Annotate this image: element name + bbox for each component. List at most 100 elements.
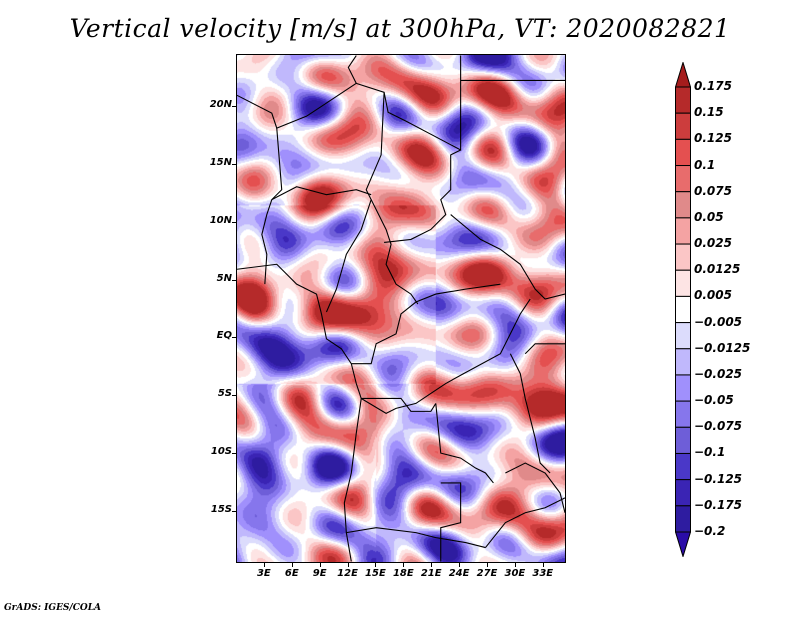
colorbar-box <box>675 138 691 167</box>
x-tick-label: 9E <box>312 568 327 579</box>
colorbar-level-label: 0.1 <box>694 157 716 172</box>
y-tick-label: 15S <box>210 503 232 515</box>
x-tick-mark <box>459 563 461 567</box>
colorbar-level-label: −0.025 <box>694 366 743 381</box>
colorbar-level-label: −0.2 <box>694 524 726 538</box>
x-tick-mark <box>486 563 488 567</box>
colorbar-box <box>675 112 691 140</box>
colorbar-level-label: 0.0125 <box>694 262 741 277</box>
y-tick-label: 5N <box>216 272 232 284</box>
y-tick-label: EQ <box>216 330 232 342</box>
vertical-velocity-field <box>237 55 565 562</box>
x-tick-mark <box>403 563 405 567</box>
border-line <box>325 92 385 313</box>
border-line <box>450 214 565 300</box>
colorbar-level-label: 0.175 <box>694 79 732 93</box>
x-tick-mark <box>291 563 293 567</box>
colorbar-box <box>675 191 691 219</box>
border-line <box>271 186 372 201</box>
border-line <box>351 283 501 365</box>
colorbar-box <box>675 479 691 507</box>
x-tick-mark <box>514 563 516 567</box>
colorbar-box <box>675 86 691 114</box>
colorbar-box <box>675 165 691 193</box>
border-line <box>237 263 357 384</box>
x-tick-label: 27E <box>476 568 498 579</box>
border-line <box>440 482 462 562</box>
colorbar-upper-arrow <box>675 62 691 88</box>
border-line <box>370 199 419 305</box>
border-line <box>524 343 565 355</box>
colorbar-level-label: 0.025 <box>694 236 732 251</box>
colorbar-box <box>675 505 691 533</box>
x-tick-label: 15E <box>365 568 386 579</box>
grads-credit: GrADS: IGES/COLA <box>4 603 102 613</box>
y-tick-mark <box>232 510 236 512</box>
colorbar-level-label: −0.075 <box>694 419 743 434</box>
colorbar-box <box>675 426 691 454</box>
country-borders <box>237 55 565 562</box>
colorbar-level-label: −0.005 <box>694 314 743 329</box>
y-tick-mark <box>232 163 236 165</box>
x-tick-label: 18E <box>392 568 414 579</box>
x-tick-mark <box>263 563 265 567</box>
y-tick-label: 10S <box>210 446 232 458</box>
x-tick-label: 12E <box>337 568 358 579</box>
colorbar-box <box>675 243 691 271</box>
y-tick-label: 10N <box>209 214 232 226</box>
x-tick-label: 6E <box>284 568 299 579</box>
border-line <box>435 403 494 484</box>
border-line <box>355 298 531 414</box>
border-line <box>261 128 283 285</box>
x-tick-mark <box>319 563 321 567</box>
colorbar-level-label: 0.075 <box>694 183 732 198</box>
colorbar-level-label: −0.175 <box>694 497 743 512</box>
colorbar-box <box>675 269 691 297</box>
colorbar-level-label: 0.005 <box>694 288 732 303</box>
x-tick-label: 21E <box>420 568 442 579</box>
border-line <box>505 462 565 513</box>
x-tick-mark <box>542 563 544 567</box>
y-tick-label: 15N <box>209 156 232 168</box>
x-tick-label: 3E <box>256 568 271 579</box>
border-line <box>346 527 486 549</box>
border-line <box>237 55 357 129</box>
y-tick-label: 5S <box>217 388 232 400</box>
colorbar-box <box>675 400 691 428</box>
colorbar-level-label: −0.0125 <box>694 340 751 355</box>
y-tick-mark <box>232 395 236 397</box>
y-tick-mark <box>232 106 236 108</box>
y-tick-mark <box>232 279 236 281</box>
colorbar-box <box>675 217 691 245</box>
colorbar <box>675 62 691 557</box>
colorbar-lower-arrow <box>675 531 691 557</box>
colorbar-box <box>675 348 691 376</box>
y-tick-mark <box>232 337 236 339</box>
x-tick-label: 24E <box>448 568 470 579</box>
x-tick-mark <box>347 563 349 567</box>
colorbar-level-label: 0.125 <box>694 131 732 146</box>
map-plot-area <box>236 54 566 563</box>
colorbar-level-label: 0.05 <box>694 209 724 224</box>
border-line <box>361 397 437 412</box>
colorbar-box <box>675 374 691 402</box>
border-line <box>356 55 462 151</box>
x-tick-mark <box>375 563 377 567</box>
x-tick-label: 33E <box>532 568 554 579</box>
colorbar-level-label: −0.1 <box>694 445 726 460</box>
border-line <box>509 353 551 474</box>
chart-title: Vertical velocity [m/s] at 300hPa, VT: 2… <box>69 14 731 43</box>
y-tick-mark <box>232 453 236 455</box>
x-tick-label: 30E <box>504 568 526 579</box>
colorbar-level-label: −0.05 <box>694 393 734 408</box>
colorbar-level-label: 0.15 <box>694 105 724 120</box>
colorbar-level-label: −0.125 <box>694 471 743 486</box>
border-line <box>485 497 565 548</box>
border-line <box>384 149 461 243</box>
border-line <box>343 398 362 562</box>
y-tick-mark <box>232 221 236 223</box>
colorbar-box <box>675 322 691 350</box>
colorbar-box <box>675 452 691 481</box>
x-tick-mark <box>431 563 433 567</box>
y-tick-label: 20N <box>209 99 232 111</box>
